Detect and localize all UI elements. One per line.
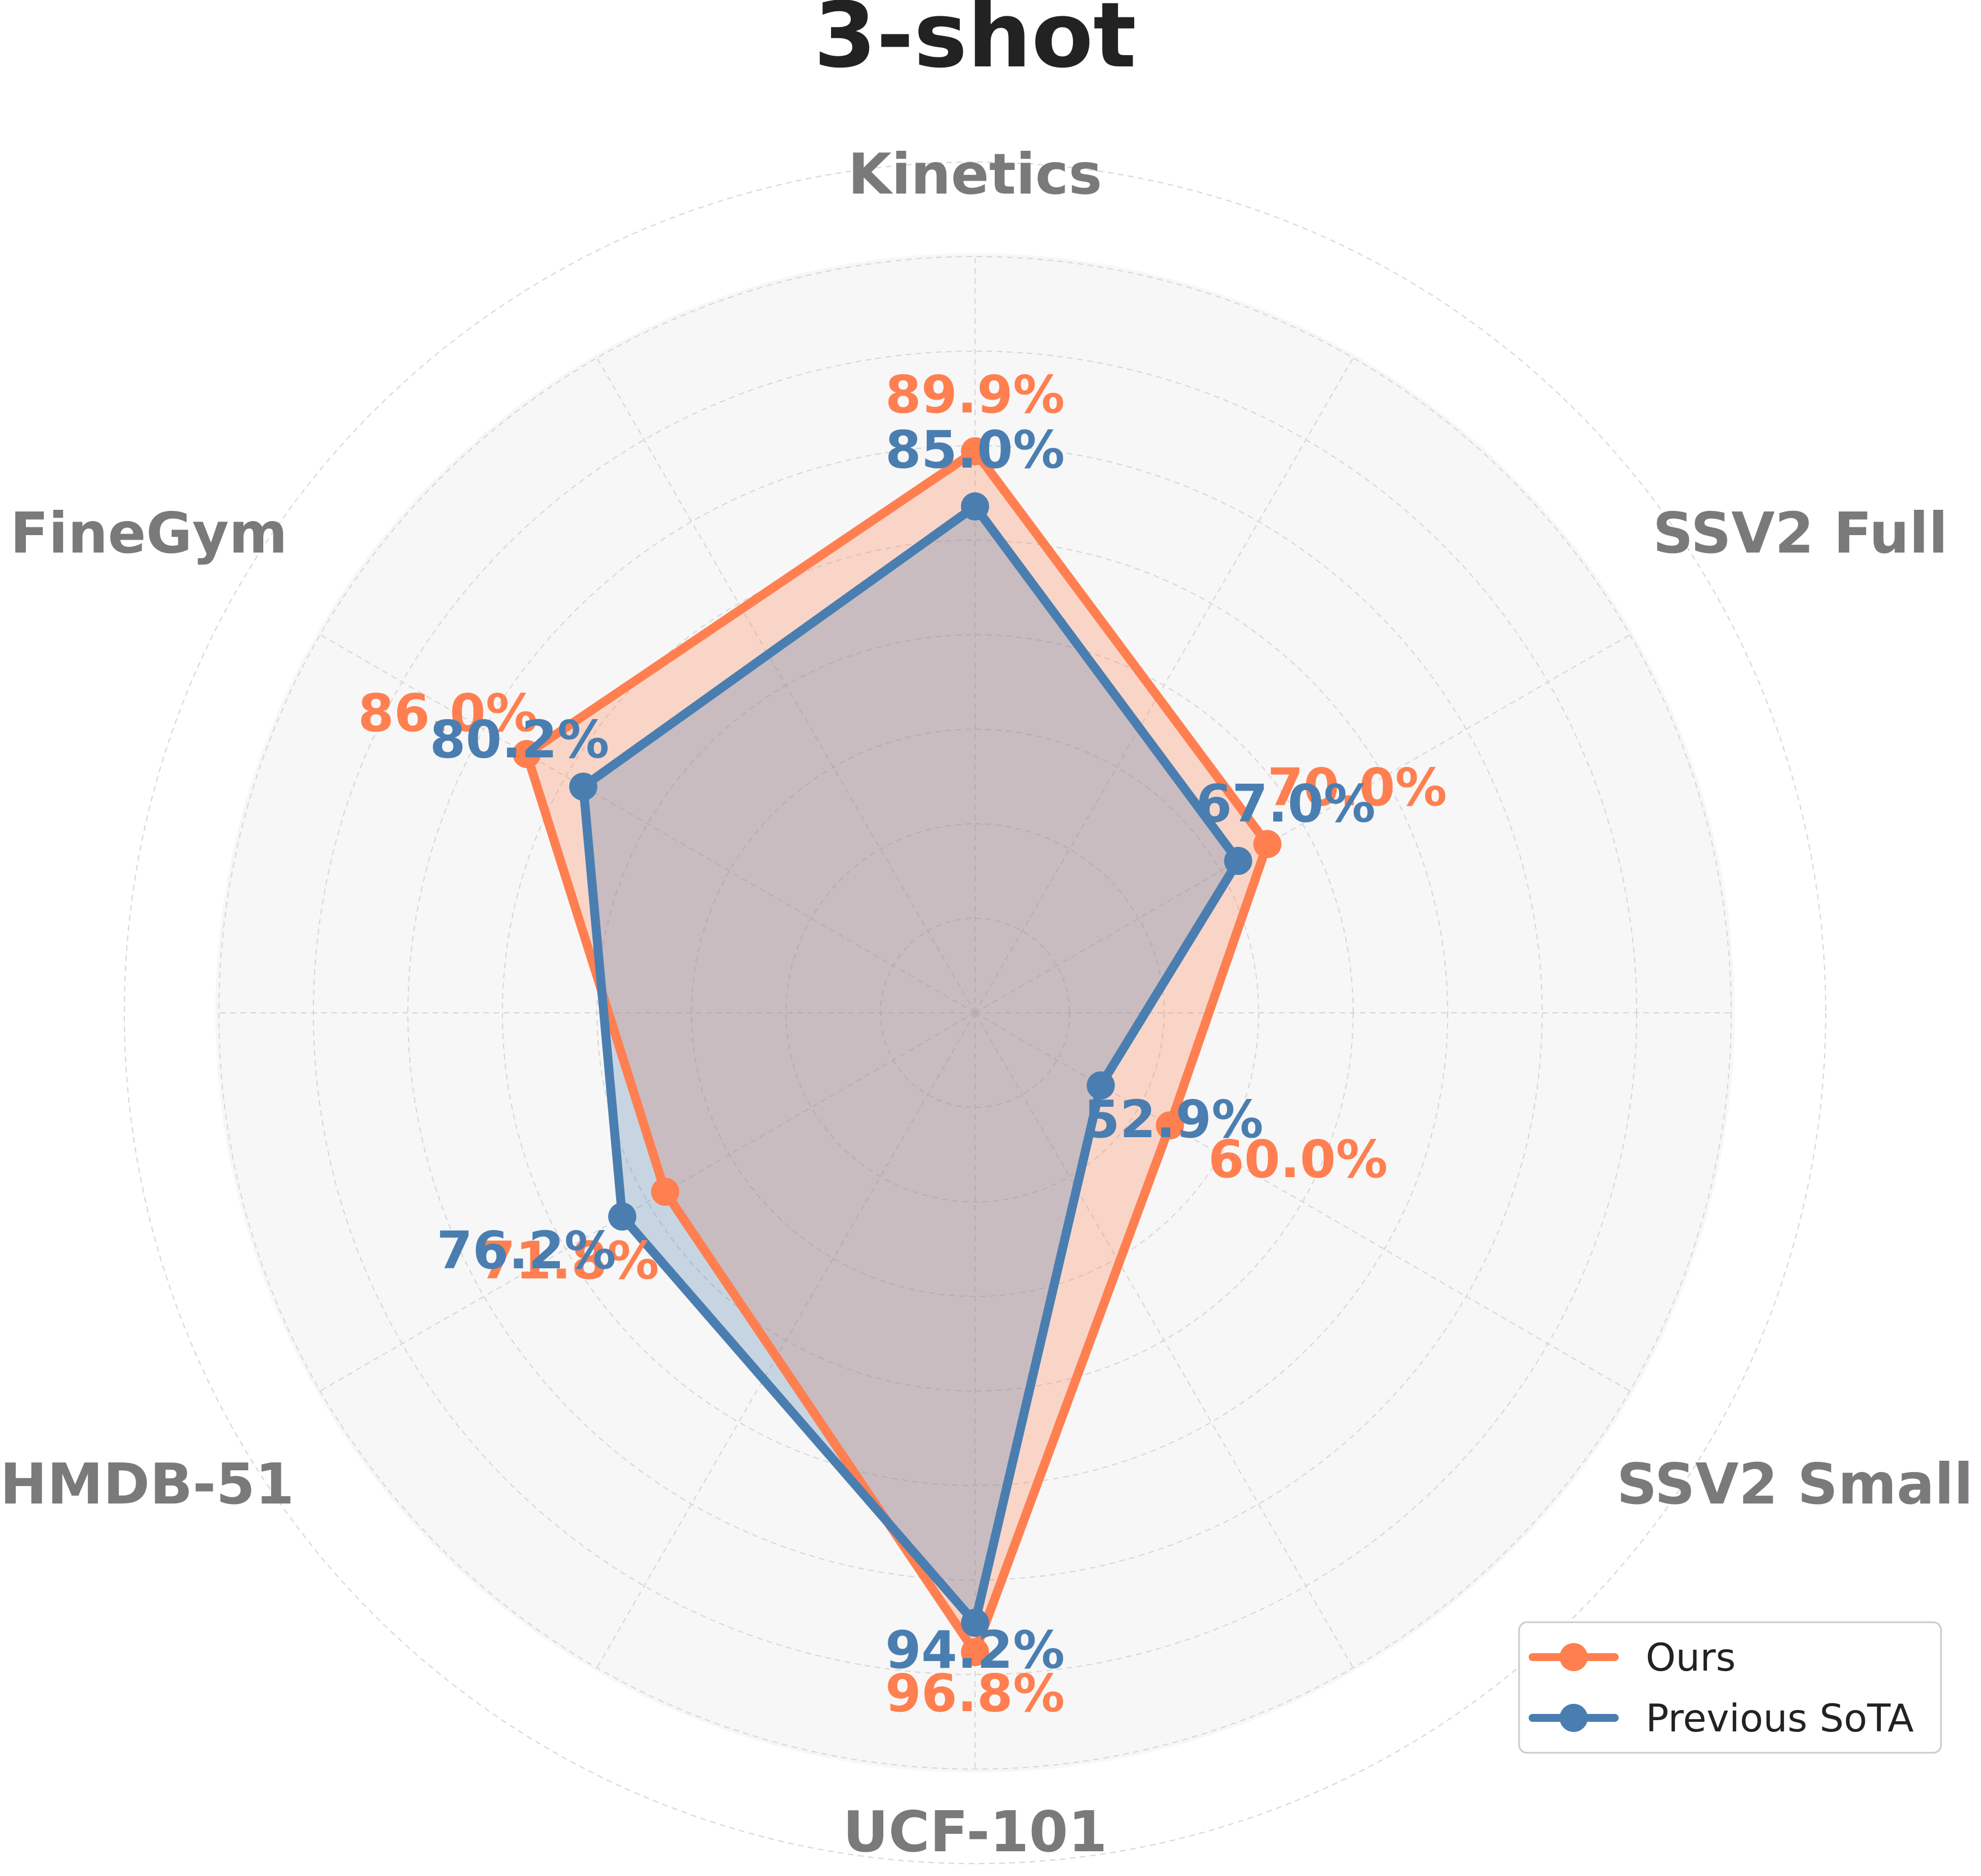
data-point [961, 492, 989, 520]
radar-series [513, 437, 1282, 1666]
radar-grid-ring [502, 540, 1448, 1486]
data-point [1224, 847, 1252, 875]
data-label: 52.9% [1084, 1089, 1263, 1150]
radar-grid-ring [218, 256, 1732, 1770]
data-label: 89.9% [885, 365, 1064, 425]
axis-label-kinetics: Kinetics [848, 141, 1102, 207]
legend-swatch-marker [1560, 1704, 1588, 1732]
radar-spoke [974, 1012, 1355, 1671]
data-label: 85.0% [885, 420, 1064, 480]
axis-label-hmdb-51: HMDB-51 [0, 1451, 294, 1517]
radar-spoke [974, 1012, 1633, 1393]
data-point [1156, 1111, 1184, 1139]
radar-spoke [595, 354, 976, 1013]
axis-label-ssv2-small: SSV2 Small [1616, 1451, 1973, 1517]
axis-label-finegym: FineGym [10, 500, 288, 566]
chart-title: 3-shot [814, 0, 1136, 88]
data-label: 86.0% [358, 683, 537, 743]
radar-grid-ring [785, 823, 1165, 1202]
data-label: 96.8% [885, 1663, 1064, 1724]
radar-spoke [317, 632, 976, 1013]
radar-grid-ring [124, 161, 1826, 1864]
data-point [651, 1178, 680, 1206]
data-point [1086, 1071, 1115, 1099]
radar-spoke [595, 1012, 976, 1671]
data-point [961, 1638, 989, 1666]
radar-spoke [974, 632, 1633, 1013]
legend-box [1518, 1621, 1942, 1754]
data-label: 80.2% [430, 710, 609, 770]
legend: Ours Previous SoTA [1518, 1621, 1942, 1754]
data-point [513, 740, 541, 768]
legend-label: Previous SoTA [1646, 1697, 1914, 1741]
data-point [961, 437, 989, 465]
axis-label-ucf-101: UCF-101 [843, 1799, 1107, 1865]
data-label: 67.0% [1196, 774, 1376, 834]
data-point [961, 1609, 989, 1637]
data-point [608, 1202, 636, 1231]
data-label: 70.0% [1268, 757, 1447, 818]
series-area-previous-sota [583, 506, 1238, 1623]
radar-spoke [974, 354, 1355, 1013]
data-label: 94.2% [885, 1620, 1064, 1680]
radar-labels: 89.9% 70.0% 60.0% 96.8% 71.8% 86.0% 85.0% 67.0%… [0, 141, 1973, 1865]
legend-label: Ours [1646, 1636, 1736, 1680]
data-label: 60.0% [1208, 1129, 1387, 1190]
radar-spoke [317, 1012, 976, 1393]
axis-label-ssv2-full: SSV2 Full [1653, 500, 1948, 566]
data-label: 76.2% [437, 1220, 616, 1281]
data-point [1253, 830, 1282, 858]
legend-swatch-marker [1560, 1643, 1588, 1671]
data-label: 71.8% [479, 1231, 659, 1291]
data-point [569, 773, 598, 801]
